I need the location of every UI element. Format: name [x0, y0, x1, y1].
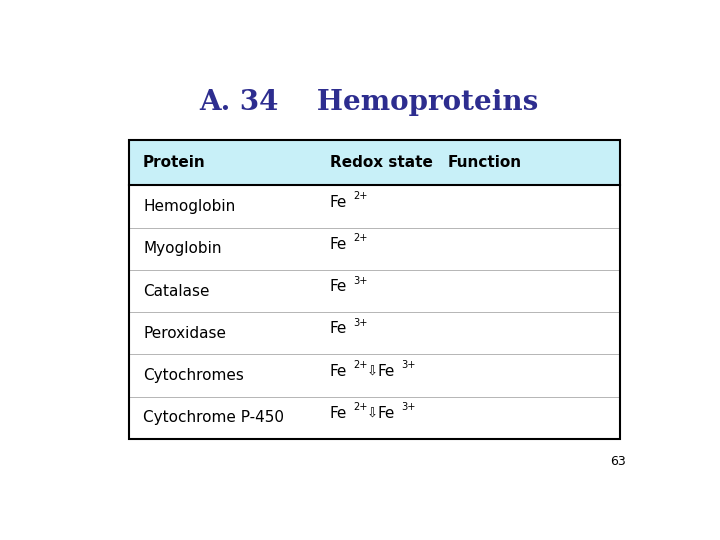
- Text: Fe: Fe: [377, 406, 395, 421]
- Text: Fe: Fe: [330, 194, 347, 210]
- Text: A. 34    Hemoproteins: A. 34 Hemoproteins: [199, 89, 539, 116]
- Text: Fe: Fe: [330, 406, 347, 421]
- Text: Function: Function: [447, 155, 521, 170]
- Text: 3+: 3+: [401, 360, 415, 370]
- Text: ⇩: ⇩: [366, 366, 377, 379]
- Text: 3+: 3+: [353, 318, 367, 328]
- Text: Myoglobin: Myoglobin: [143, 241, 222, 256]
- Bar: [129, 140, 620, 439]
- Text: 2+: 2+: [353, 360, 367, 370]
- Text: Cytochromes: Cytochromes: [143, 368, 244, 383]
- Text: Hemoglobin: Hemoglobin: [143, 199, 235, 214]
- Text: Cytochrome P-450: Cytochrome P-450: [143, 410, 284, 426]
- Text: 2+: 2+: [353, 191, 367, 201]
- Text: 2+: 2+: [353, 233, 367, 244]
- Text: Fe: Fe: [330, 321, 347, 336]
- Text: ⇩: ⇩: [366, 408, 377, 421]
- Text: Fe: Fe: [330, 363, 347, 379]
- Text: 3+: 3+: [401, 402, 415, 413]
- Text: Fe: Fe: [377, 363, 395, 379]
- Text: Catalase: Catalase: [143, 284, 210, 299]
- Text: 3+: 3+: [353, 275, 367, 286]
- Text: 63: 63: [610, 455, 626, 468]
- Bar: [129, 140, 620, 185]
- Text: Protein: Protein: [143, 155, 206, 170]
- Text: Redox state: Redox state: [330, 155, 433, 170]
- Text: Fe: Fe: [330, 237, 347, 252]
- Text: Fe: Fe: [330, 279, 347, 294]
- Text: 2+: 2+: [353, 402, 367, 413]
- Text: Peroxidase: Peroxidase: [143, 326, 226, 341]
